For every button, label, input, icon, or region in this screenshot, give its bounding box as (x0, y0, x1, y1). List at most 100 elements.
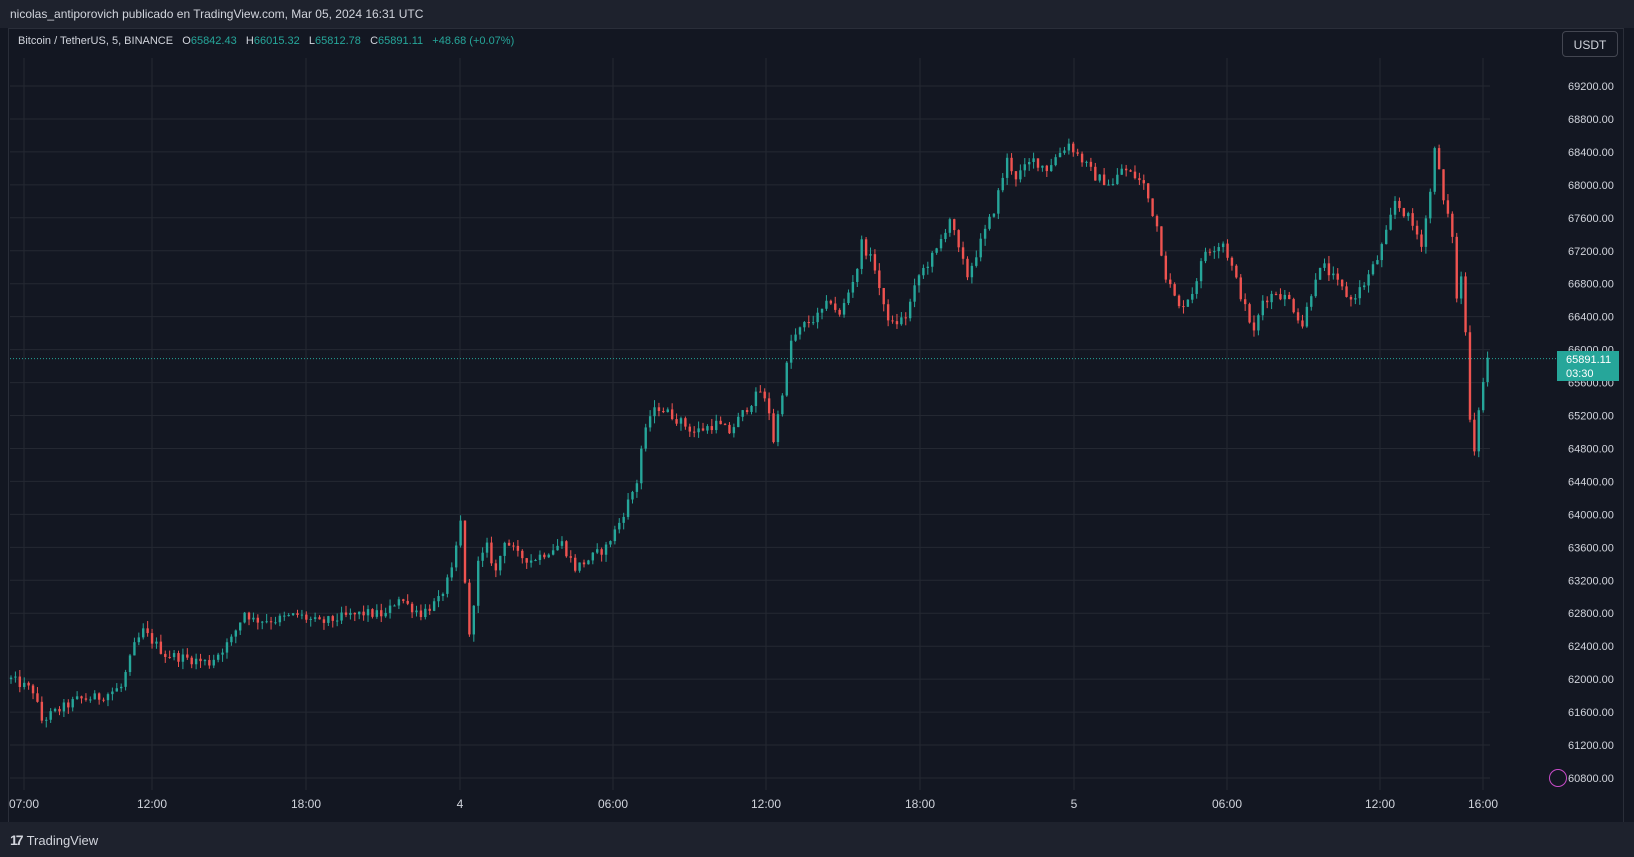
candle-body (468, 582, 471, 635)
candle-body (834, 303, 837, 310)
candle-body (490, 542, 493, 564)
price-tick-label: 64000.00 (1568, 509, 1614, 521)
time-tick-label: 07:00 (9, 797, 39, 811)
candle-body (1420, 234, 1423, 247)
candle-body (31, 685, 35, 694)
candle-body (1283, 294, 1287, 300)
candle-body (1036, 158, 1040, 168)
candle-body (1054, 157, 1057, 166)
candle-body (1332, 273, 1335, 276)
candle-body (529, 560, 533, 563)
candle-body (97, 693, 101, 700)
candle-body (111, 691, 114, 695)
candle-body (979, 238, 982, 258)
candle-body (1138, 178, 1141, 181)
candle-body (1063, 150, 1066, 153)
low-label: L (308, 35, 316, 47)
candle-body (1459, 276, 1463, 299)
candle-body (119, 686, 123, 689)
candle-body (1336, 273, 1339, 280)
candle-body (375, 610, 379, 617)
candle-body (1446, 200, 1450, 214)
candle-body (62, 702, 66, 712)
candle-body (604, 544, 608, 555)
candle-body (1019, 170, 1022, 180)
candle-body (14, 676, 17, 678)
candles (9, 138, 1489, 728)
candle-body (1327, 263, 1331, 276)
candle-body (53, 708, 57, 712)
candle-body (1116, 174, 1119, 185)
attribution-bar: nicolas_antiporovich publicado en Tradin… (0, 0, 1634, 28)
candle-body (922, 267, 925, 276)
candle-body (150, 633, 154, 644)
candle-body (159, 641, 163, 654)
tradingview-brand[interactable]: 17 TradingView (10, 832, 98, 848)
candle-body (873, 254, 877, 271)
close-label: C (370, 35, 379, 47)
candle-body (1354, 298, 1357, 300)
candle-body (600, 549, 603, 555)
candle-body (203, 660, 207, 662)
currency-button[interactable]: USDT (1562, 31, 1618, 57)
candle-body (710, 426, 714, 431)
candle-body (481, 552, 484, 561)
candle-body (335, 620, 339, 622)
candle-body (820, 308, 824, 313)
attribution-text: nicolas_antiporovich publicado en Tradin… (10, 7, 424, 21)
price-tick-label: 63600.00 (1568, 542, 1614, 554)
candle-body (1376, 260, 1379, 265)
candle-body (565, 541, 568, 557)
candle-body (1323, 263, 1326, 268)
candle-body (1415, 225, 1419, 235)
candle-body (309, 618, 312, 620)
candle-body (1177, 295, 1181, 307)
candle-body (891, 320, 894, 322)
candle-body (239, 622, 242, 631)
candle-body (1398, 200, 1401, 209)
candle-body (1345, 286, 1348, 297)
candle-body (283, 615, 286, 617)
candle-body (1389, 214, 1392, 230)
candle-body (543, 554, 546, 558)
candle-body (424, 608, 427, 618)
candle-body (1027, 161, 1031, 165)
candle-body (313, 617, 317, 619)
candle-body (318, 617, 321, 620)
candle-body (503, 542, 506, 556)
time-tick-label: 5 (1071, 797, 1078, 811)
candle-body (618, 522, 621, 530)
chart-frame[interactable] (8, 28, 1624, 824)
candle-body (177, 653, 180, 662)
candle-body (1371, 264, 1375, 275)
candle-body (477, 560, 480, 606)
candle-body (1270, 293, 1273, 303)
candle-body (767, 398, 771, 414)
candle-body (670, 409, 674, 420)
candle-body (1235, 265, 1238, 278)
candle-body (900, 317, 903, 325)
candle-body (609, 541, 612, 545)
change-value: +48.68 (+0.07%) (432, 35, 515, 47)
candle-body (1102, 174, 1106, 186)
candle-body (172, 653, 176, 658)
candle-body (84, 698, 88, 700)
candle-body (1169, 279, 1172, 285)
candle-body (1204, 251, 1207, 262)
candle-body (402, 599, 405, 601)
candle-body (917, 275, 921, 286)
alert-clock-icon[interactable] (1549, 769, 1567, 787)
candle-body (269, 621, 273, 623)
candle-body (1349, 296, 1353, 300)
candle-body (847, 292, 850, 304)
candle-body (1464, 276, 1467, 333)
candle-body (966, 258, 969, 278)
candle-body (1230, 257, 1234, 266)
price-tick-label: 60800.00 (1568, 773, 1614, 785)
candle-body (1080, 153, 1084, 163)
time-tick-label: 18:00 (905, 797, 935, 811)
candle-body (494, 563, 498, 571)
price-tick-label: 67600.00 (1568, 213, 1614, 225)
price-tick-label: 62000.00 (1568, 674, 1614, 686)
